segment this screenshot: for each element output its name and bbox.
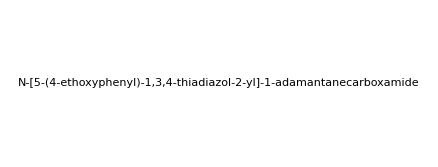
- Text: N-[5-(4-ethoxyphenyl)-1,3,4-thiadiazol-2-yl]-1-adamantanecarboxamide: N-[5-(4-ethoxyphenyl)-1,3,4-thiadiazol-2…: [18, 78, 420, 89]
